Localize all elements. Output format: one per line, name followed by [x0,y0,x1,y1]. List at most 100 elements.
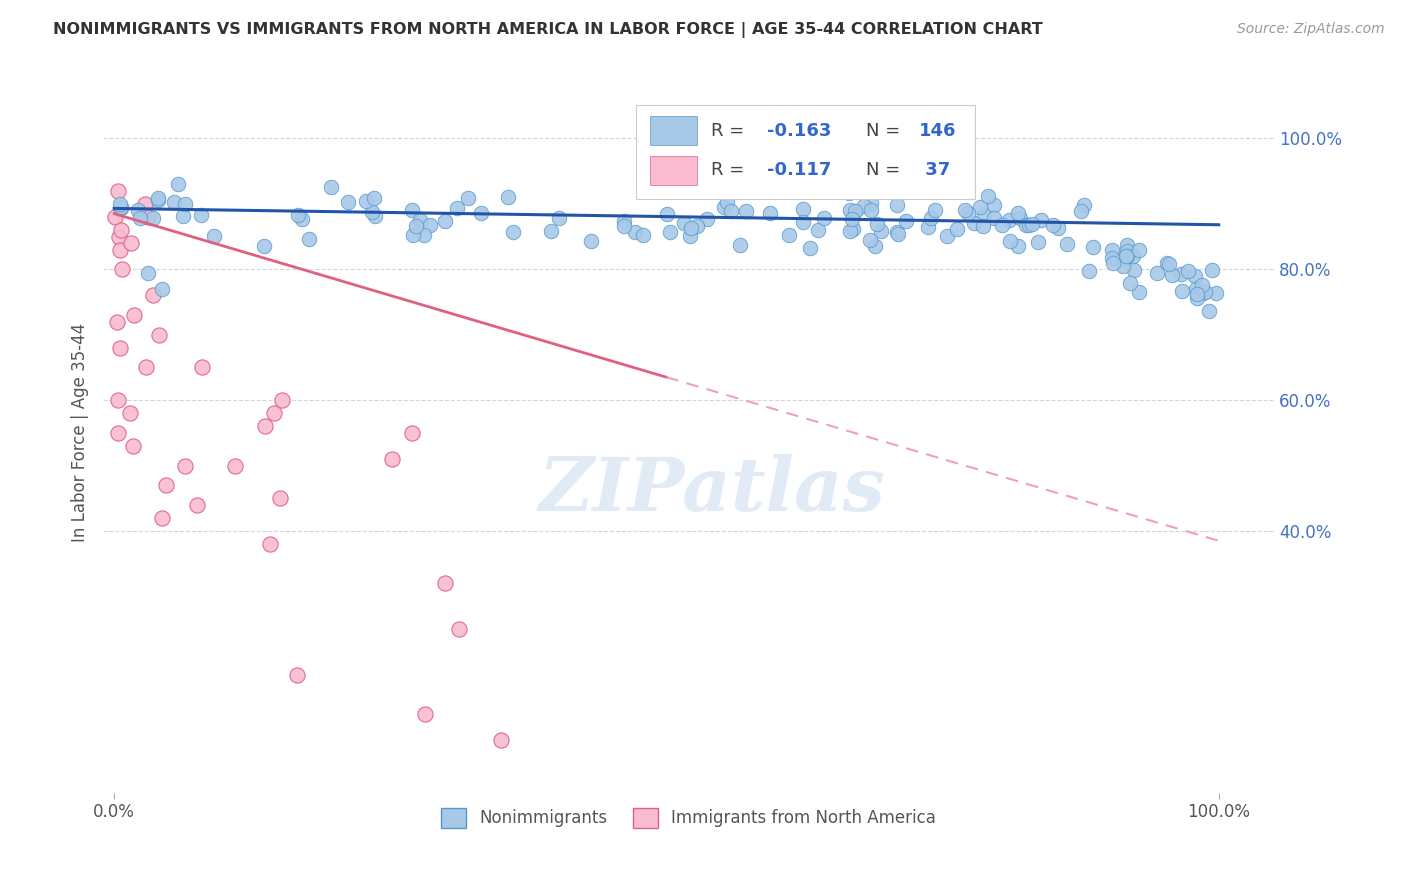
Point [983,198,1005,212]
Point [613,214,636,228]
Text: -0.117: -0.117 [766,161,831,179]
Point [167,178,190,192]
Point [1116,238,1139,252]
Point [108,341,131,355]
Point [859,233,882,247]
Point [1115,249,1137,263]
Point [163,195,186,210]
Point [813,211,835,226]
Point [489,733,512,747]
Point [713,200,735,214]
Bar [650,156,697,185]
Point [655,207,678,221]
Point [957,206,980,220]
Point [134,197,156,211]
Point [894,214,917,228]
Point [1070,204,1092,219]
Text: N =: N = [866,161,907,179]
Text: 146: 146 [920,121,956,139]
Point [799,241,821,255]
Point [364,210,387,224]
Point [363,191,385,205]
Point [1021,217,1043,231]
Point [838,203,860,218]
Point [107,393,129,408]
Text: -0.163: -0.163 [766,121,831,139]
Point [136,266,159,280]
Point [548,211,571,225]
Point [1026,235,1049,249]
Point [259,537,281,551]
Point [1119,277,1142,291]
Point [886,198,908,212]
Point [150,282,173,296]
Point [107,184,129,198]
Point [502,225,524,239]
Point [1187,286,1209,301]
Point [111,262,134,277]
Point [1116,244,1139,258]
Point [110,200,132,214]
Point [150,511,173,525]
Point [778,227,800,242]
Point [935,229,957,244]
Text: R =: R = [711,161,749,179]
Text: NONIMMIGRANTS VS IMMIGRANTS FROM NORTH AMERICA IN LABOR FORCE | AGE 35-44 CORREL: NONIMMIGRANTS VS IMMIGRANTS FROM NORTH A… [53,22,1043,38]
Point [104,210,127,224]
Point [298,232,321,246]
Point [946,222,969,236]
Point [865,217,887,231]
Point [581,235,603,249]
Point [1042,218,1064,232]
Text: R =: R = [711,121,749,139]
Point [1184,268,1206,283]
Point [1191,277,1213,292]
Point [135,360,157,375]
Point [792,202,814,216]
Point [269,491,291,506]
Point [787,182,810,196]
Point [1056,237,1078,252]
Point [285,668,308,682]
Point [1081,240,1104,254]
Point [1146,266,1168,280]
Point [1007,206,1029,220]
Point [108,197,131,211]
Point [1122,262,1144,277]
Point [859,196,882,211]
FancyBboxPatch shape [636,105,976,199]
Point [120,236,142,251]
Point [155,478,177,492]
Point [853,199,876,213]
Point [142,211,165,226]
Point [457,191,479,205]
Point [696,211,718,226]
Point [174,197,197,211]
Point [1077,264,1099,278]
Point [263,406,285,420]
Point [127,202,149,217]
Point [1010,211,1032,225]
Point [841,212,863,227]
Point [735,203,758,218]
Text: Source: ZipAtlas.com: Source: ZipAtlas.com [1237,22,1385,37]
Point [1014,218,1036,232]
Point [148,327,170,342]
Text: 37: 37 [920,161,950,179]
Point [838,224,860,238]
Point [1112,260,1135,274]
Point [1205,286,1227,301]
Point [887,227,910,241]
Point [401,202,423,217]
Point [186,498,208,512]
Point [1170,284,1192,298]
Text: ZIPatlas: ZIPatlas [538,454,886,526]
Point [401,228,423,243]
Point [1192,285,1215,300]
Point [1185,282,1208,296]
Point [963,216,986,230]
Point [1198,304,1220,318]
Point [1111,252,1133,267]
Bar [650,116,697,145]
Point [1031,213,1053,227]
